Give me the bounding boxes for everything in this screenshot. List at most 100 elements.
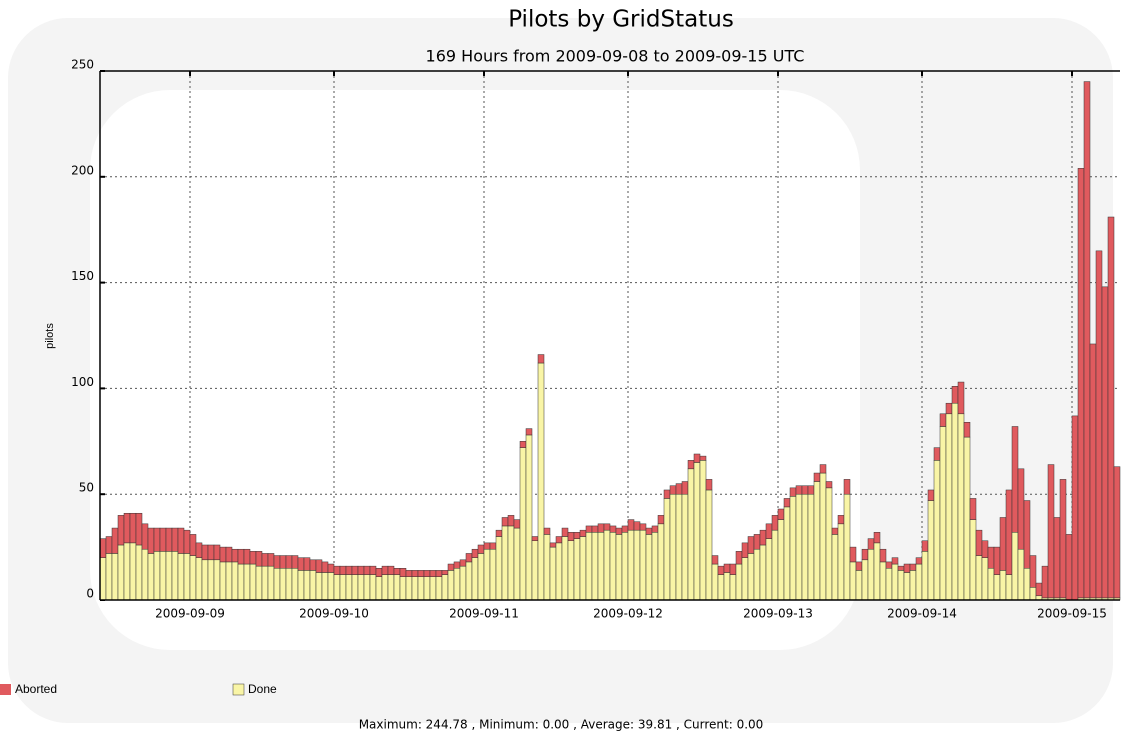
bar-segment [496,537,502,600]
bar-segment [1006,575,1012,600]
bar-segment [370,575,376,600]
bar-segment [424,570,430,576]
bar-segment [754,549,760,600]
bar-segment [376,577,382,600]
bar-segment [382,575,388,600]
bar-segment [610,526,616,532]
bar-segment [862,549,868,560]
bar-segment [682,494,688,600]
bar-segment [688,469,694,600]
y-tick-label: 200 [71,163,94,177]
bar-segment [550,543,556,547]
bar-segment [436,570,442,576]
legend-swatch [0,684,11,695]
bar-segment [652,526,658,532]
bar-segment [238,549,244,564]
bar-segment [334,575,340,600]
bar-segment [898,566,904,570]
bar-segment [214,560,220,600]
bar-segment [514,520,520,528]
bar-segment [202,545,208,560]
bar-segment [604,524,610,530]
bar-segment [802,486,808,494]
bar-segment [1084,82,1090,598]
bar-segment [292,568,298,600]
bar-segment [178,528,184,553]
bar-segment [190,556,196,600]
bar-segment [1090,344,1096,598]
bar-segment [940,426,946,600]
bar-segment [934,448,940,461]
bar-segment [1000,517,1006,570]
bar-segment [316,560,322,573]
bar-segment [376,568,382,576]
bar-segment [670,486,676,494]
bar-segment [430,570,436,576]
bar-segment [472,558,478,600]
bar-segment [190,534,196,555]
bar-segment [532,541,538,600]
bar-segment [646,534,652,600]
bar-segment [922,541,928,552]
bar-segment [796,486,802,494]
bar-segment [928,501,934,600]
bar-segment [862,560,868,600]
bar-segment [550,547,556,600]
bar-segment [1036,583,1042,596]
bar-segment [496,530,502,536]
bar-segment [670,494,676,600]
x-tick-label: 2009-09-15 [1037,607,1107,621]
bar-segment [286,568,292,600]
bar-segment [352,575,358,600]
bar-segment [856,570,862,600]
bar-segment [832,534,838,600]
bar-segment [172,551,178,600]
bar-segment [166,551,172,600]
bar-segment [766,524,772,539]
bar-segment [250,564,256,600]
y-tick-label: 250 [71,58,94,72]
bar-segment [424,577,430,600]
bar-segment [736,564,742,600]
bar-segment [718,566,724,574]
bar-segment [982,541,988,558]
bar-segment [724,564,730,572]
bar-segment [442,570,448,574]
bar-segment [1000,570,1006,600]
bar-segment [544,528,550,534]
bar-segment [880,562,886,600]
bar-segment [1042,566,1048,598]
bar-segment [1102,287,1108,598]
bar-segment [970,498,976,519]
bar-segment [526,435,532,600]
bar-segment [514,528,520,600]
bar-segment [478,545,484,553]
bar-segment [598,532,604,600]
bar-segment [166,528,172,551]
bar-segment [658,524,664,600]
x-tick-label: 2009-09-13 [743,607,813,621]
bar-segment [394,575,400,600]
bar-segment [460,566,466,600]
bar-segment [352,566,358,574]
bar-segment [538,355,544,363]
bar-segment [658,515,664,523]
bar-segment [262,553,268,566]
x-tick-label: 2009-09-11 [449,607,519,621]
bar-segment [904,564,910,572]
bar-segment [634,530,640,600]
bar-segment [310,560,316,571]
bar-segment [196,543,202,558]
bar-segment [574,539,580,600]
bar-segment [784,507,790,600]
bar-segment [142,524,148,549]
bar-segment [436,577,442,600]
bar-segment [1066,534,1072,600]
bar-segment [418,577,424,600]
bar-segment [1024,501,1030,569]
bar-segment [274,556,280,569]
bar-segment [964,437,970,600]
bar-segment [760,545,766,600]
bar-segment [1078,168,1084,598]
bar-segment [130,513,136,543]
